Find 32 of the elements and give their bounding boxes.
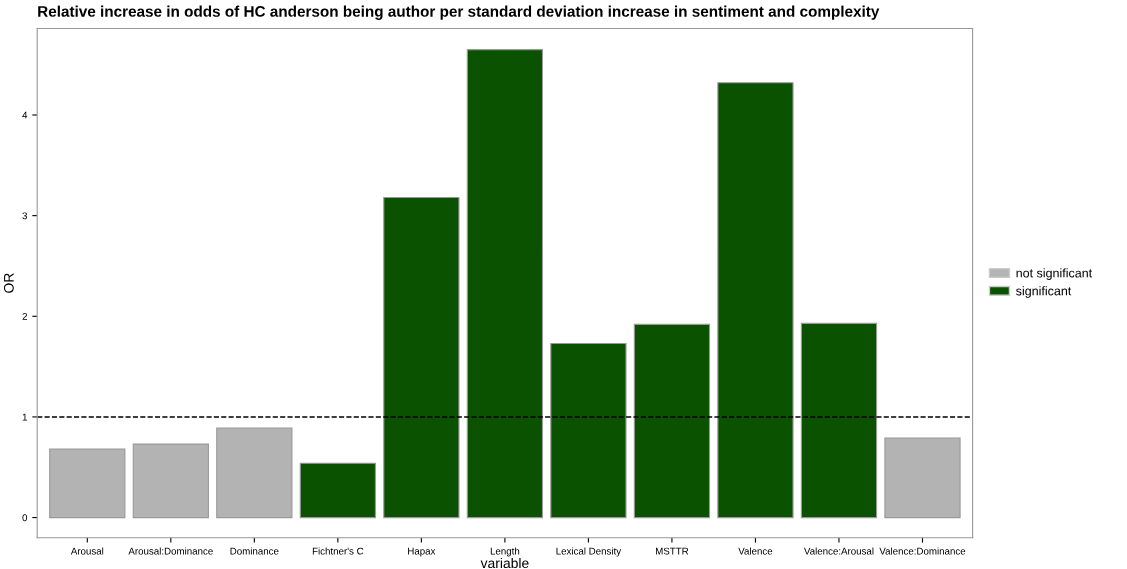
y-tick-label: 4 <box>22 111 28 119</box>
x-tick-label: MSTTR <box>655 547 689 555</box>
y-tick-label: 0 <box>22 514 28 522</box>
bar <box>49 448 126 519</box>
x-tick-label: Hapax <box>408 547 436 557</box>
x-tick-label: Fichtner's C <box>312 547 364 555</box>
x-tick-label: Arousal <box>70 547 104 555</box>
legend-label: significant <box>1016 286 1072 298</box>
x-tick-label: Valence:Arousal <box>803 547 874 555</box>
bar <box>132 443 209 519</box>
y-tick-label: 1 <box>22 413 27 421</box>
x-tick-label: Lexical Density <box>556 547 622 557</box>
bar <box>216 427 293 519</box>
x-tick-label: Valence <box>738 547 773 555</box>
bar <box>717 82 794 519</box>
bar <box>884 437 961 519</box>
bar <box>633 323 711 519</box>
bar <box>383 196 460 519</box>
x-tick-label: Dominance <box>230 547 279 555</box>
x-tick-label: Arousal:Dominance <box>128 547 213 555</box>
legend-label: not significant <box>1016 268 1093 280</box>
y-tick-label: 3 <box>22 212 28 220</box>
x-axis-title: variable <box>480 557 529 569</box>
bar <box>550 342 627 519</box>
y-tick-label: 2 <box>22 313 27 320</box>
bar <box>299 462 376 519</box>
y-axis-title: OR <box>3 273 14 293</box>
bar <box>800 322 878 519</box>
chart-title: Relative increase in odds of HC anderson being author per standard deviation increase in sentiment and complexity <box>38 5 880 20</box>
bar <box>466 49 544 519</box>
x-tick-label: Valence:Dominance <box>879 547 966 555</box>
x-tick-label: Length <box>490 547 520 557</box>
